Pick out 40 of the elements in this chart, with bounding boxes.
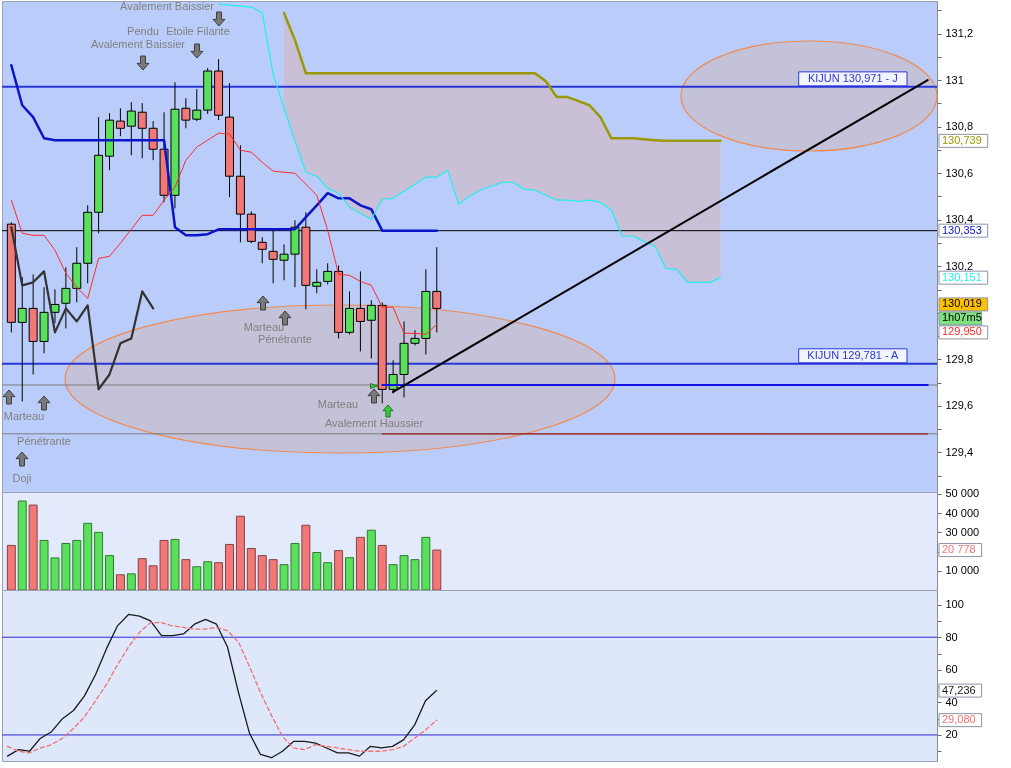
y-tick-label: 130,6 — [945, 166, 974, 179]
annotation: Pénétrante — [17, 435, 71, 447]
y-tick-label: 131 — [945, 73, 964, 86]
y-tick-label: 131,2 — [945, 27, 974, 40]
annotation: Avalement Baissier — [91, 38, 186, 50]
y-tick-label: 60 — [945, 663, 958, 676]
text: 130,151 — [942, 270, 982, 283]
annotation: Pénétrante — [258, 333, 312, 345]
annotation: Marteau — [317, 398, 359, 410]
text: 130,019 — [942, 297, 982, 310]
annotation: Avalement Haussier — [324, 417, 424, 429]
y-tick-label: 80 — [945, 630, 958, 643]
text: 1h07m5 — [942, 311, 982, 324]
y-tick-label: 129,8 — [945, 352, 974, 365]
y-tick-label: 130,4 — [945, 213, 974, 226]
annotation: Avalement Baissier — [120, 0, 215, 12]
annotation: Marteau — [3, 410, 45, 422]
y-tick-label: 20 — [945, 728, 958, 741]
annotation: Pendu — [127, 25, 159, 37]
text: 47,236 — [942, 683, 976, 696]
annotation: Etoile Filante — [166, 25, 230, 37]
y-tick-label: 10 000 — [945, 564, 980, 577]
y-tick-label: 30 000 — [945, 525, 980, 538]
ref-line-label: KIJUN 130,971 - J — [807, 71, 898, 84]
text: 129,950 — [942, 325, 982, 338]
annotation: Marteau — [243, 321, 285, 333]
ref-line-label: KIJUN 129,781 - A — [807, 348, 900, 361]
text: 29,080 — [942, 713, 976, 726]
y-tick-label: 129,4 — [945, 445, 974, 458]
text: 20 778 — [942, 543, 976, 556]
y-tick-label: 129,6 — [945, 399, 974, 412]
text: 130,353 — [942, 223, 982, 236]
y-tick-label: 130,2 — [945, 259, 974, 272]
y-tick-label: 40 000 — [945, 506, 980, 519]
y-tick-label: 40 — [945, 695, 958, 708]
annotation: Doji — [12, 472, 32, 484]
text: 130,739 — [942, 133, 982, 146]
y-tick-label: 50 000 — [945, 487, 980, 500]
y-tick-label: 100 — [945, 598, 964, 611]
y-tick-label: 130,8 — [945, 120, 974, 133]
